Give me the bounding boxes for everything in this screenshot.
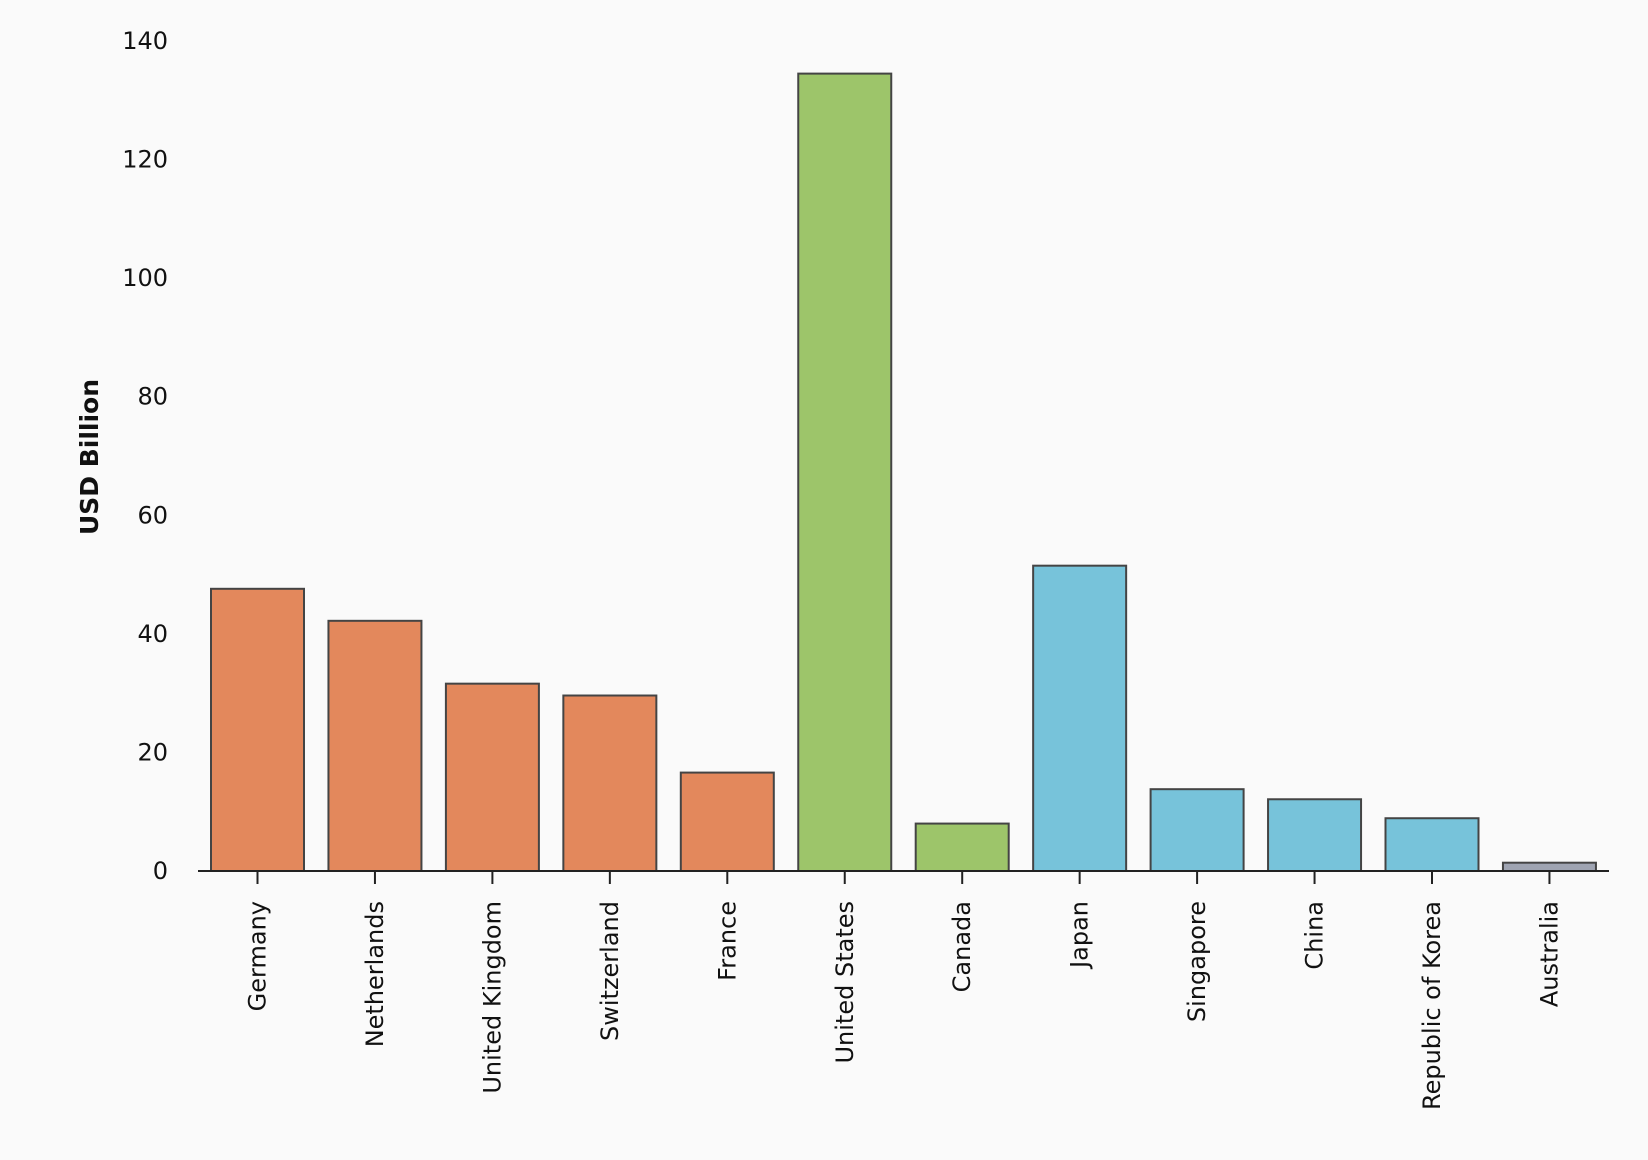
x-tick-label: Singapore — [1183, 901, 1211, 1022]
y-tick-label: 40 — [137, 620, 168, 648]
x-tick-label: Australia — [1535, 901, 1563, 1007]
x-tick-label: China — [1301, 901, 1329, 970]
x-tick-label: Japan — [1066, 901, 1094, 970]
bar-australia — [1501, 861, 1597, 873]
x-tick-label: United States — [831, 901, 859, 1064]
x-tick-label: Germany — [244, 901, 272, 1011]
x-tick-label: France — [713, 901, 741, 981]
bar-france — [679, 771, 775, 872]
y-tick-label: 140 — [122, 27, 168, 55]
bar-canada — [914, 822, 1010, 872]
bar-republic-of-korea — [1384, 817, 1480, 873]
bar-netherlands — [327, 619, 423, 872]
bar-switzerland — [562, 694, 658, 872]
x-axis: Germany Netherlands United Kingdom Switzerl… — [244, 871, 1563, 1110]
y-tick-label: 100 — [122, 264, 168, 292]
bar-germany — [210, 587, 305, 872]
y-tick-label: 0 — [153, 857, 168, 885]
y-tick-label: 80 — [137, 383, 168, 411]
y-axis-title: USD Billion — [75, 379, 104, 535]
y-tick-label: 120 — [122, 146, 168, 174]
y-axis: 0 20 40 60 80 100 120 140 — [122, 27, 168, 885]
bar-china — [1267, 798, 1363, 872]
bar-united-kingdom — [444, 682, 540, 873]
x-tick-label: Switzerland — [596, 901, 624, 1041]
x-tick-label: United Kingdom — [478, 901, 506, 1094]
x-tick-label: Canada — [948, 901, 976, 992]
bars-group — [210, 72, 1597, 873]
y-tick-label: 60 — [137, 501, 168, 529]
bar-singapore — [1149, 788, 1245, 873]
bar-japan — [1032, 564, 1128, 873]
y-tick-label: 20 — [137, 738, 168, 766]
bar-united-states — [797, 72, 893, 873]
x-tick-label: Netherlands — [361, 901, 389, 1047]
x-tick-label: Republic of Korea — [1418, 901, 1446, 1110]
